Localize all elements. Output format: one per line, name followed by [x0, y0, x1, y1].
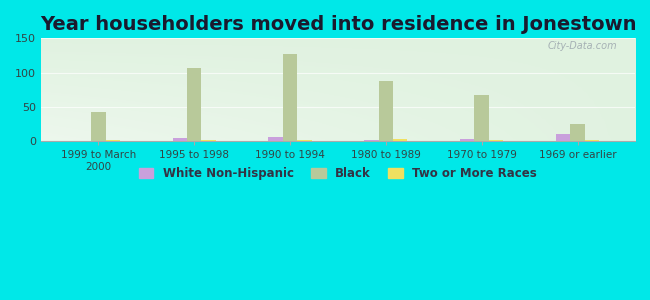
- Legend: White Non-Hispanic, Black, Two or More Races: White Non-Hispanic, Black, Two or More R…: [135, 162, 541, 184]
- Bar: [187, 68, 202, 141]
- Bar: [173, 138, 187, 141]
- Bar: [105, 140, 120, 141]
- Bar: [91, 112, 105, 141]
- Bar: [393, 139, 408, 141]
- Bar: [283, 54, 297, 141]
- Title: Year householders moved into residence in Jonestown: Year householders moved into residence i…: [40, 15, 636, 34]
- Bar: [474, 95, 489, 141]
- Bar: [202, 140, 216, 141]
- Bar: [556, 134, 570, 141]
- Bar: [364, 140, 379, 141]
- Text: City-Data.com: City-Data.com: [547, 41, 618, 51]
- Bar: [489, 140, 503, 141]
- Bar: [570, 124, 585, 141]
- Bar: [585, 140, 599, 141]
- Bar: [268, 137, 283, 141]
- Bar: [297, 140, 311, 141]
- Bar: [379, 81, 393, 141]
- Bar: [460, 139, 474, 141]
